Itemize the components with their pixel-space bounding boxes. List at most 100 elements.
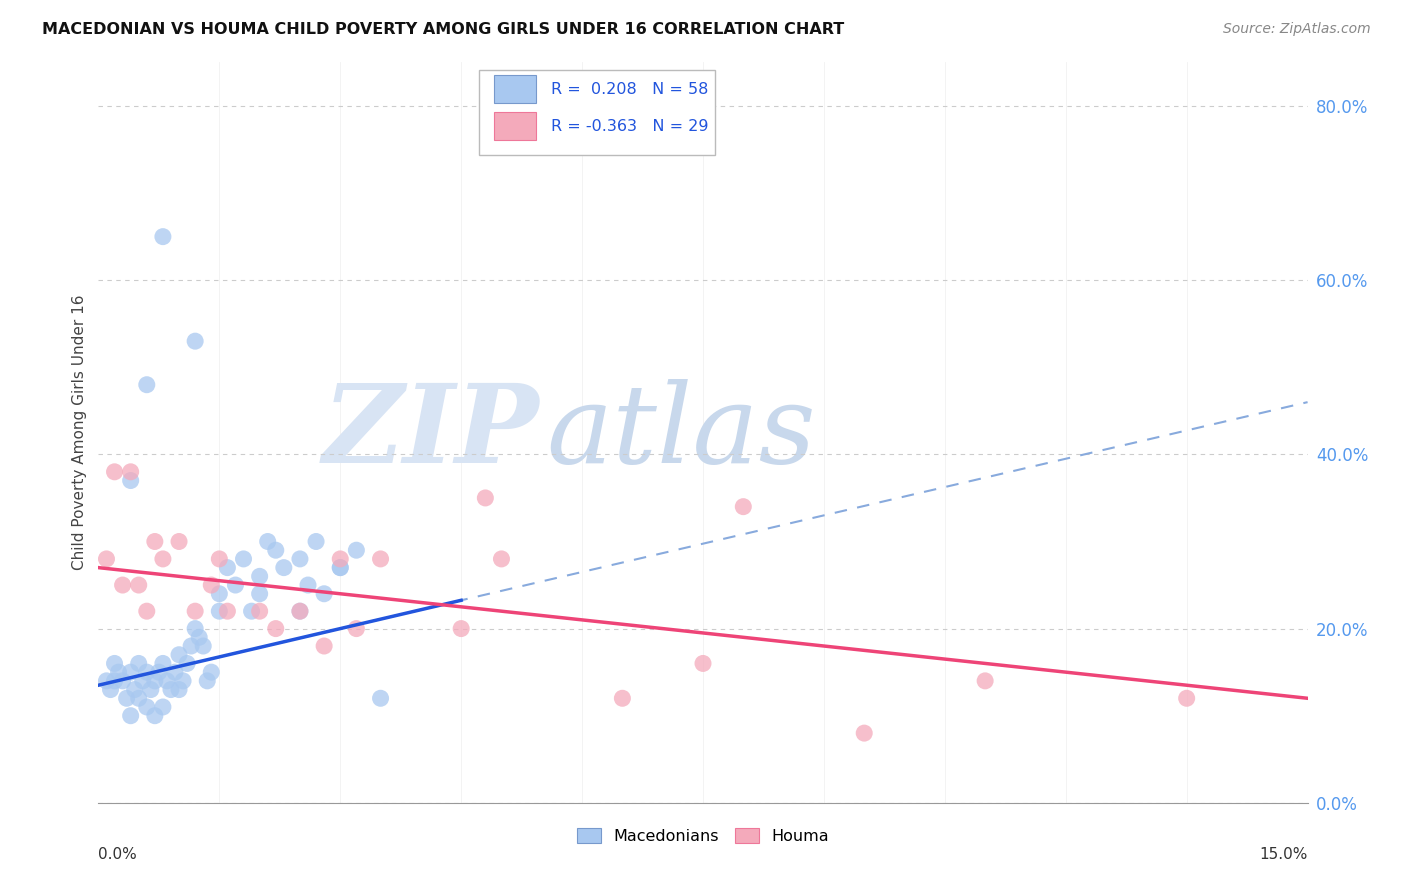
Point xyxy=(208,587,231,601)
Point xyxy=(305,534,328,549)
Point xyxy=(200,578,222,592)
Point xyxy=(264,622,287,636)
Point xyxy=(128,691,150,706)
Point xyxy=(128,657,150,671)
Point xyxy=(152,229,174,244)
Point xyxy=(103,657,125,671)
Point xyxy=(450,622,472,636)
Point xyxy=(612,691,634,706)
Point xyxy=(184,622,207,636)
Point xyxy=(314,587,336,601)
Point xyxy=(491,552,513,566)
Point xyxy=(139,682,162,697)
Point xyxy=(115,691,138,706)
Point xyxy=(128,578,150,592)
Point xyxy=(344,543,367,558)
Point xyxy=(288,552,311,566)
Point xyxy=(111,578,134,592)
Point xyxy=(974,673,997,688)
Point xyxy=(288,604,311,618)
Point xyxy=(232,552,254,566)
Point xyxy=(152,552,174,566)
Point xyxy=(135,665,157,680)
Point xyxy=(176,657,198,671)
Point xyxy=(143,708,166,723)
Point xyxy=(208,604,231,618)
Point xyxy=(288,604,311,618)
Point xyxy=(100,682,122,697)
Text: ZIP: ZIP xyxy=(323,379,540,486)
Point xyxy=(143,673,166,688)
Point xyxy=(103,465,125,479)
Point xyxy=(156,673,179,688)
Point xyxy=(200,665,222,680)
Point xyxy=(132,673,155,688)
Point xyxy=(297,578,319,592)
Point xyxy=(152,700,174,714)
Point xyxy=(249,569,271,583)
Point xyxy=(111,673,134,688)
Point xyxy=(208,552,231,566)
Point xyxy=(314,639,336,653)
Text: 15.0%: 15.0% xyxy=(1260,847,1308,863)
Point xyxy=(107,665,129,680)
Text: R = -0.363   N = 29: R = -0.363 N = 29 xyxy=(551,119,709,134)
Point xyxy=(167,682,190,697)
Point xyxy=(160,682,183,697)
Point xyxy=(180,639,202,653)
Point xyxy=(329,552,352,566)
Point xyxy=(217,560,239,574)
Point xyxy=(184,334,207,348)
Point xyxy=(167,648,190,662)
FancyBboxPatch shape xyxy=(479,70,716,155)
Point xyxy=(193,639,215,653)
Point xyxy=(135,700,157,714)
Point xyxy=(329,560,352,574)
Point xyxy=(273,560,295,574)
Point xyxy=(188,630,211,644)
Point xyxy=(135,604,157,618)
Point xyxy=(217,604,239,618)
Point xyxy=(120,465,142,479)
Text: Source: ZipAtlas.com: Source: ZipAtlas.com xyxy=(1223,22,1371,37)
FancyBboxPatch shape xyxy=(494,75,536,103)
Point xyxy=(163,665,186,680)
Point xyxy=(172,673,194,688)
Point xyxy=(240,604,263,618)
Point xyxy=(370,552,392,566)
Y-axis label: Child Poverty Among Girls Under 16: Child Poverty Among Girls Under 16 xyxy=(72,295,87,570)
Point xyxy=(853,726,876,740)
Point xyxy=(152,657,174,671)
Point xyxy=(120,665,142,680)
Point xyxy=(344,622,367,636)
Point xyxy=(256,534,278,549)
Point xyxy=(224,578,246,592)
Point xyxy=(143,534,166,549)
Point xyxy=(124,682,146,697)
Point xyxy=(474,491,496,505)
Point xyxy=(120,708,142,723)
Text: MACEDONIAN VS HOUMA CHILD POVERTY AMONG GIRLS UNDER 16 CORRELATION CHART: MACEDONIAN VS HOUMA CHILD POVERTY AMONG … xyxy=(42,22,845,37)
Point xyxy=(135,377,157,392)
Point xyxy=(103,673,125,688)
Point xyxy=(1175,691,1198,706)
Point xyxy=(249,587,271,601)
FancyBboxPatch shape xyxy=(494,112,536,140)
Point xyxy=(195,673,218,688)
Point xyxy=(692,657,714,671)
Text: 0.0%: 0.0% xyxy=(98,847,138,863)
Point xyxy=(264,543,287,558)
Point xyxy=(370,691,392,706)
Point xyxy=(96,673,118,688)
Point xyxy=(249,604,271,618)
Point xyxy=(167,534,190,549)
Point xyxy=(329,560,352,574)
Text: atlas: atlas xyxy=(546,379,815,486)
Point xyxy=(148,665,170,680)
Point xyxy=(733,500,755,514)
Legend: Macedonians, Houma: Macedonians, Houma xyxy=(571,822,835,850)
Text: R =  0.208   N = 58: R = 0.208 N = 58 xyxy=(551,81,709,96)
Point xyxy=(96,552,118,566)
Point xyxy=(184,604,207,618)
Point xyxy=(120,474,142,488)
